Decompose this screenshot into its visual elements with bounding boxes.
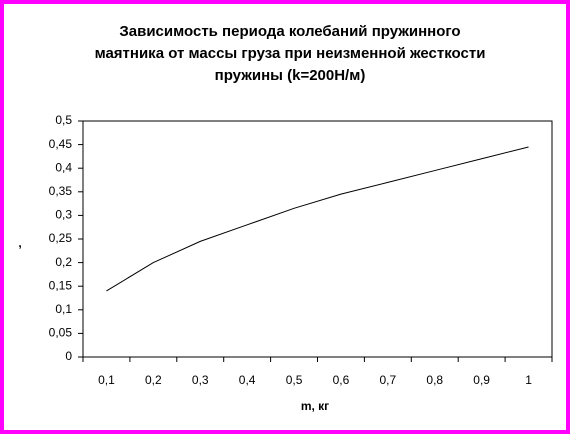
y-axis-label: , [18, 236, 21, 250]
x-tick-label: 1 [525, 373, 532, 387]
y-tick-label: 0,5 [55, 113, 72, 127]
y-tick-label: 0,4 [55, 160, 72, 174]
x-tick-label: 0,6 [333, 373, 350, 387]
x-tick-label: 0,7 [380, 373, 397, 387]
y-tick-label: 0,35 [49, 184, 73, 198]
x-tick-label: 0,4 [239, 373, 256, 387]
x-tick-label: 0,3 [192, 373, 209, 387]
y-tick-label: 0,15 [49, 278, 73, 292]
x-tick-label: 0,8 [426, 373, 443, 387]
chart-title: пружины (k=200Н/м) [215, 67, 366, 84]
y-tick-label: 0,05 [49, 326, 73, 340]
y-tick-label: 0,45 [49, 137, 73, 151]
line-series [106, 146, 529, 292]
y-tick-label: 0,2 [55, 255, 72, 269]
y-tick-label: 0,3 [55, 208, 72, 222]
x-tick-label: 0,5 [286, 373, 303, 387]
x-axis-label: m, кг [301, 399, 329, 413]
x-tick-label: 0,2 [145, 373, 162, 387]
y-tick-label: 0,1 [55, 302, 72, 316]
chart-title: Зависимость периода колебаний пружинного [119, 23, 460, 40]
chart-title: маятника от массы груза при неизменной ж… [95, 45, 486, 62]
y-tick-label: 0,25 [49, 231, 73, 245]
x-tick-label: 0,1 [98, 373, 115, 387]
x-tick-label: 0,9 [473, 373, 490, 387]
y-tick-label: 0 [65, 349, 72, 363]
